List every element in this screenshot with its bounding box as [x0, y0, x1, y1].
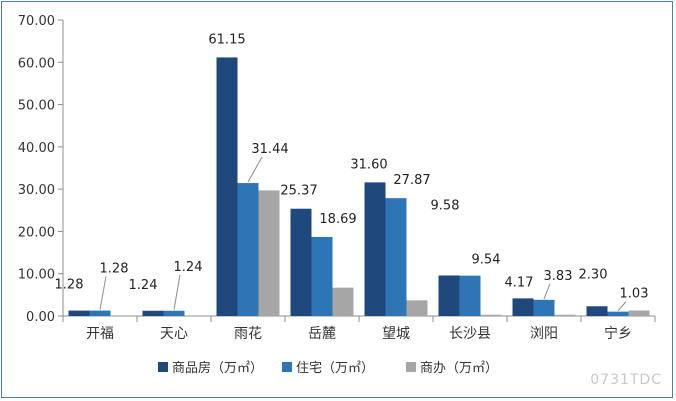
x-category-label: 宁乡: [604, 325, 632, 342]
data-label-series-1: 31.60: [350, 157, 387, 172]
x-category-label: 天心: [160, 326, 188, 342]
data-label-series-2: 9.54: [472, 253, 501, 268]
bar-1: [364, 182, 386, 316]
bar-3: [406, 300, 428, 316]
bar-3: [628, 310, 650, 316]
y-tick-label: 20.00: [18, 225, 55, 240]
data-label-series-1: 61.15: [208, 32, 245, 47]
data-label-leader-line: [543, 283, 551, 299]
data-label-series-1: 1.28: [55, 278, 84, 293]
data-label-series-2: 3.83: [544, 269, 573, 284]
bar-1: [438, 275, 460, 316]
y-tick-label: 40.00: [18, 141, 55, 156]
bar-1: [216, 57, 238, 317]
data-label-series-1: 4.17: [505, 275, 534, 290]
y-tick-label: 0.00: [26, 310, 55, 325]
data-label-leader-line: [617, 301, 627, 311]
y-tick-label: 30.00: [18, 183, 55, 198]
data-label-series-1: 2.30: [579, 267, 608, 282]
data-label-series-2: 27.87: [393, 173, 430, 188]
y-tick-label: 60.00: [18, 56, 55, 71]
data-label-series-1: 1.24: [129, 278, 158, 293]
bar-2: [533, 299, 555, 316]
x-category-label: 望城: [382, 326, 410, 342]
bar-2: [459, 275, 481, 316]
y-tick-label: 10.00: [18, 268, 55, 283]
data-label-leader-line: [247, 156, 263, 183]
data-label-series-2: 31.44: [251, 142, 288, 157]
data-label-series-2: 1.24: [174, 260, 203, 275]
data-label-series-2: 1.03: [620, 287, 649, 302]
x-category-label: 雨花: [234, 326, 262, 342]
legend-swatch-2: [282, 362, 292, 372]
bar-1: [512, 298, 534, 316]
y-tick-label: 50.00: [18, 99, 55, 114]
bar-2: [311, 236, 333, 316]
bar-2: [237, 183, 259, 316]
data-label-leader-line: [99, 276, 107, 310]
bar-3: [110, 315, 132, 316]
data-label-series-1: 9.58: [431, 198, 460, 213]
bar-3: [258, 190, 280, 316]
bar-3: [332, 287, 354, 316]
data-label-series-2: 18.69: [319, 212, 356, 227]
x-category-label: 浏阳: [530, 326, 558, 342]
bar-1: [586, 306, 608, 316]
bar-3: [554, 314, 576, 316]
bar-1: [290, 208, 312, 316]
legend-label-1: 商品房（万㎡）: [172, 360, 263, 376]
bar-2: [89, 310, 111, 316]
bar-1: [68, 310, 90, 316]
bar-3: [480, 314, 502, 316]
bar-2: [385, 198, 407, 316]
legend-swatch-3: [406, 362, 416, 372]
legend-swatch-1: [158, 362, 168, 372]
x-category-label: 岳麓: [308, 326, 336, 342]
watermark-text: 0731TDC: [590, 372, 662, 388]
bar-1: [142, 310, 164, 316]
bar-3: [184, 315, 206, 316]
data-label-leader-line: [173, 274, 181, 310]
legend-label-2: 住宅（万㎡）: [296, 361, 374, 376]
legend-label-3: 商办（万㎡）: [420, 361, 498, 376]
x-category-label: 长沙县: [449, 326, 491, 342]
x-category-label: 开福: [86, 326, 114, 342]
y-tick-label: 70.00: [18, 14, 55, 29]
data-label-series-1: 25.37: [280, 184, 317, 199]
bar-2: [163, 310, 185, 316]
data-label-series-2: 1.28: [100, 262, 129, 277]
bar-2: [607, 311, 629, 316]
